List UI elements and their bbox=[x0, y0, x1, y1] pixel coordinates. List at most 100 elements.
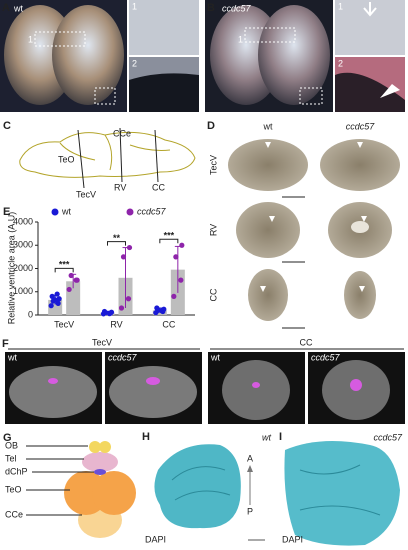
ventricle bbox=[351, 221, 369, 233]
data-point bbox=[68, 272, 74, 279]
panel-a: A wt 1 1 2 bbox=[0, 0, 199, 112]
data-point bbox=[173, 254, 179, 260]
ventricle bbox=[350, 379, 362, 391]
roi-box bbox=[94, 87, 116, 105]
axis-label: A bbox=[247, 453, 253, 463]
panel-label: A bbox=[2, 2, 10, 14]
pointer-lines bbox=[26, 445, 94, 516]
panel-e: E Relative ventricle area (A.U) 0 1000 200… bbox=[3, 206, 195, 329]
image bbox=[171, 466, 231, 501]
section-label: TecV bbox=[76, 189, 96, 199]
data-point bbox=[48, 303, 54, 309]
image bbox=[222, 360, 290, 420]
panel-g: G OB Tel dChP TeO CCe bbox=[3, 432, 136, 538]
significance-bracket bbox=[54, 267, 74, 273]
inset-image bbox=[129, 0, 199, 55]
data-point bbox=[125, 296, 132, 302]
panel-d: D wt ccdc57 TecV RV CC bbox=[207, 120, 400, 329]
section-label: RV bbox=[114, 182, 126, 192]
legend-label: wt bbox=[61, 206, 71, 216]
image bbox=[129, 57, 199, 80]
panel-label: E bbox=[3, 206, 10, 218]
data-point bbox=[66, 286, 72, 293]
data-point bbox=[52, 297, 58, 303]
stain-label: DAPI bbox=[145, 534, 166, 544]
section-image bbox=[228, 139, 308, 191]
section-images bbox=[228, 139, 400, 329]
section-line bbox=[77, 129, 85, 189]
panel-label: C bbox=[3, 120, 11, 132]
region-label: TeO bbox=[58, 154, 75, 164]
group-label: CC bbox=[300, 337, 313, 347]
significance-bracket bbox=[159, 238, 179, 244]
significance-label: ** bbox=[113, 233, 121, 243]
section-image bbox=[320, 139, 400, 191]
column-label: ccdc57 bbox=[346, 121, 376, 131]
dapi-image bbox=[284, 441, 400, 546]
data-point bbox=[120, 254, 127, 260]
brain-part bbox=[82, 452, 118, 472]
genotype-label: wt bbox=[210, 352, 220, 362]
genotype-label: wt bbox=[13, 3, 23, 13]
brain-part bbox=[89, 441, 101, 453]
data-point bbox=[154, 305, 160, 311]
brain-part bbox=[94, 469, 106, 475]
section-line bbox=[154, 129, 159, 183]
panel-label: I bbox=[279, 431, 282, 443]
panel-f: F TecV CC wt ccdc57 wt ccdc57 bbox=[2, 337, 405, 424]
panel-i: I ccdc57 DAPI bbox=[279, 431, 403, 546]
data-point bbox=[171, 293, 177, 299]
region-label: CCe bbox=[113, 128, 131, 138]
section-image bbox=[344, 271, 376, 319]
image bbox=[335, 57, 405, 100]
inset-label: 2 bbox=[132, 58, 137, 68]
column-label: wt bbox=[263, 121, 273, 131]
ventricle bbox=[48, 378, 58, 384]
arrowhead bbox=[363, 2, 377, 17]
data-point bbox=[56, 296, 62, 302]
legend-label: ccdc57 bbox=[137, 206, 167, 216]
brain-part bbox=[99, 441, 111, 453]
inset-label: 1 bbox=[132, 1, 137, 11]
dapi-image bbox=[154, 444, 241, 529]
panel-label: G bbox=[3, 432, 12, 444]
panel-h: H wt DAPI A P bbox=[142, 431, 271, 544]
genotype-label: ccdc57 bbox=[222, 3, 252, 13]
panel-b: B ccdc57 1 1 2 bbox=[205, 0, 405, 112]
y-tick-label: 4000 bbox=[13, 216, 33, 226]
x-tick-label: CC bbox=[162, 319, 175, 329]
roi-label: 1 bbox=[28, 34, 33, 44]
axis-arrow bbox=[247, 465, 253, 472]
image bbox=[9, 366, 97, 418]
axis-label: P bbox=[247, 506, 253, 516]
data-point bbox=[179, 242, 185, 248]
significance-bracket bbox=[107, 241, 126, 246]
data-point bbox=[178, 277, 184, 283]
x-tick-label: TecV bbox=[54, 319, 74, 329]
row-label: TecV bbox=[208, 155, 218, 175]
section-image bbox=[248, 269, 288, 321]
roi-box bbox=[34, 31, 86, 47]
data-point bbox=[49, 293, 55, 299]
structure-label: CCe bbox=[5, 509, 23, 519]
legend-marker bbox=[126, 208, 134, 216]
data-point bbox=[159, 308, 165, 314]
brain-part bbox=[92, 471, 136, 515]
genotype-label: wt bbox=[262, 432, 271, 442]
row-label: RV bbox=[208, 224, 218, 236]
section-line bbox=[119, 127, 123, 183]
genotype-label: ccdc57 bbox=[373, 432, 403, 442]
inset-label: 2 bbox=[338, 58, 343, 68]
stain-label: DAPI bbox=[282, 534, 303, 544]
section-label: CC bbox=[152, 182, 165, 192]
structure-label: OB bbox=[5, 440, 18, 450]
y-tick-label: 0 bbox=[28, 309, 33, 319]
y-tick-label: 2000 bbox=[13, 263, 33, 273]
panel-label: F bbox=[2, 338, 9, 350]
genotype-label: ccdc57 bbox=[311, 352, 341, 362]
roi-box bbox=[244, 27, 296, 43]
y-tick-label: 3000 bbox=[13, 240, 33, 250]
image bbox=[52, 5, 124, 105]
panel-c: C TeO CCe TecV RV CC bbox=[3, 120, 196, 199]
